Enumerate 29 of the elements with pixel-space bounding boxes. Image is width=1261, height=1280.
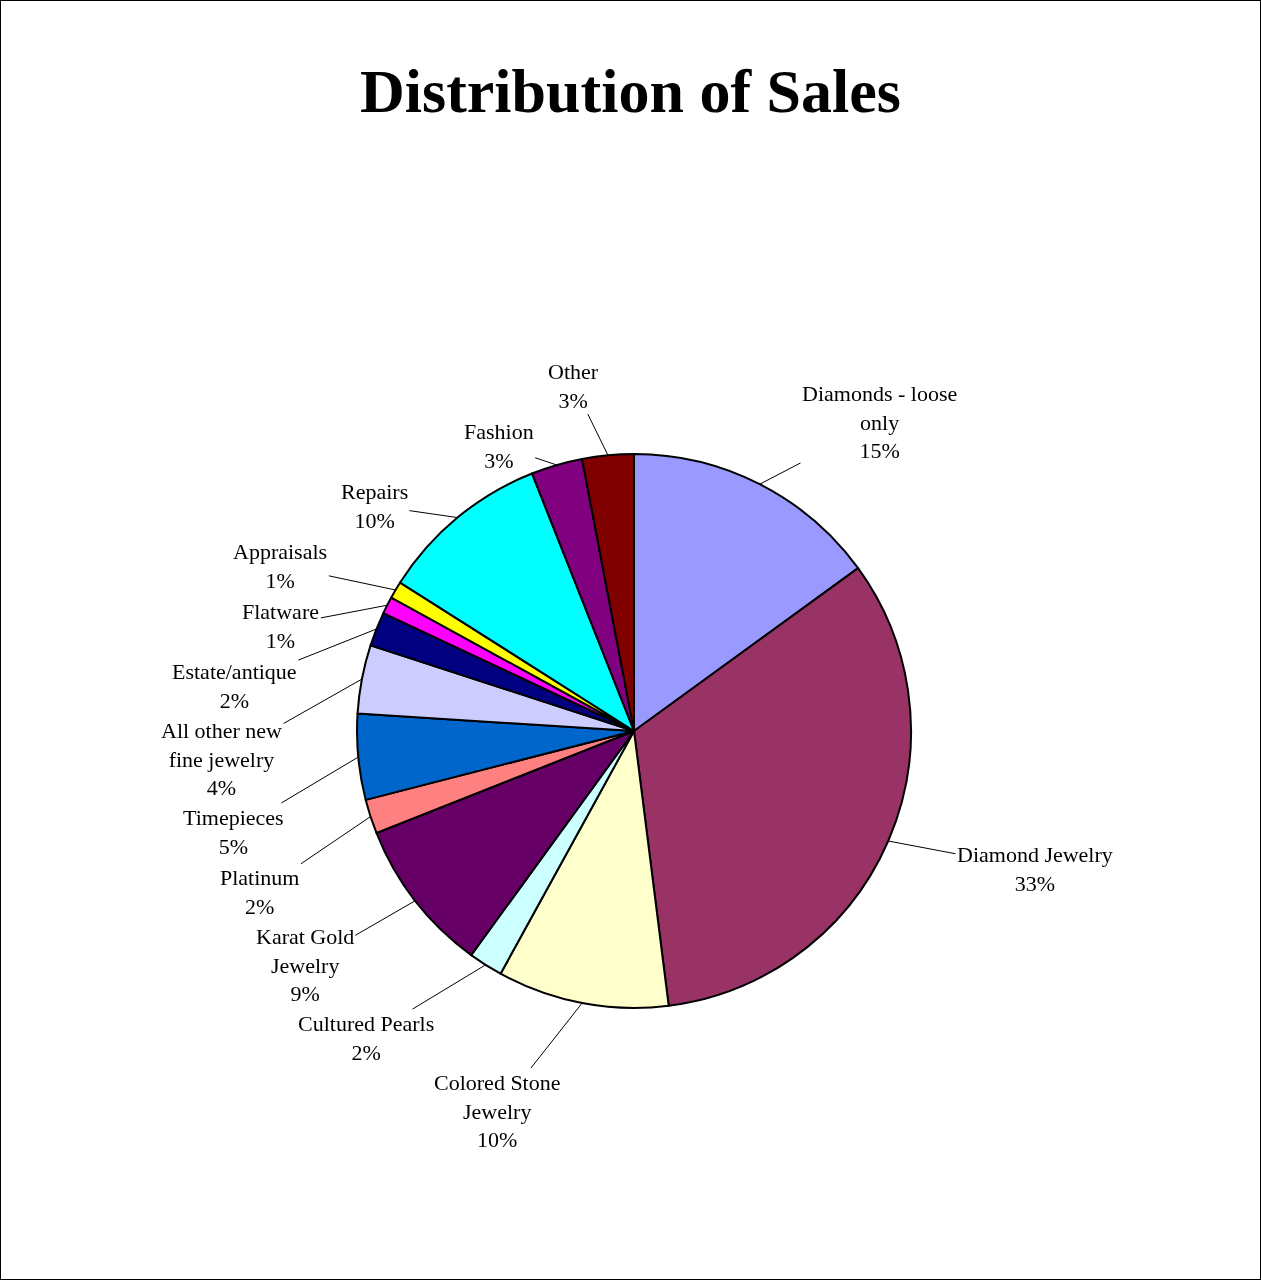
slice-label: Estate/antique — [172, 659, 297, 684]
slice-label: Fashion — [464, 419, 534, 444]
data-label: 3% — [558, 387, 588, 413]
data-label: 2% — [219, 687, 249, 713]
data-label: 4% — [206, 775, 237, 801]
slice-label: Timepieces — [183, 805, 284, 830]
slice-label: All other new fine jewelry — [161, 718, 283, 772]
slice-label: Diamonds - loose only — [802, 381, 958, 435]
slice-label: Appraisals — [233, 539, 328, 564]
data-label: 10% — [354, 507, 395, 533]
data-label: 10% — [477, 1127, 518, 1153]
data-label: 15% — [859, 438, 900, 464]
slice-label: Repairs — [341, 479, 409, 504]
slice-label: Diamond Jewelry — [957, 842, 1113, 867]
chart-title: Distribution of Sales — [360, 57, 901, 126]
slice-label: Karat Gold Jewelry — [256, 924, 355, 978]
data-label: 5% — [218, 833, 248, 859]
data-label: 33% — [1014, 870, 1056, 896]
slice-label: Other — [548, 359, 599, 384]
data-label: 9% — [290, 981, 320, 1007]
data-label: 2% — [245, 893, 275, 919]
slice-label: Platinum — [220, 865, 300, 890]
data-label: 1% — [265, 567, 295, 593]
data-label: 2% — [351, 1039, 381, 1065]
data-label: 3% — [484, 447, 514, 473]
slice-label: Colored Stone Jewelry — [434, 1070, 561, 1124]
slice-label: Flatware — [242, 599, 319, 624]
data-label: 1% — [265, 627, 296, 653]
slice-label: Cultured Pearls — [298, 1011, 435, 1036]
